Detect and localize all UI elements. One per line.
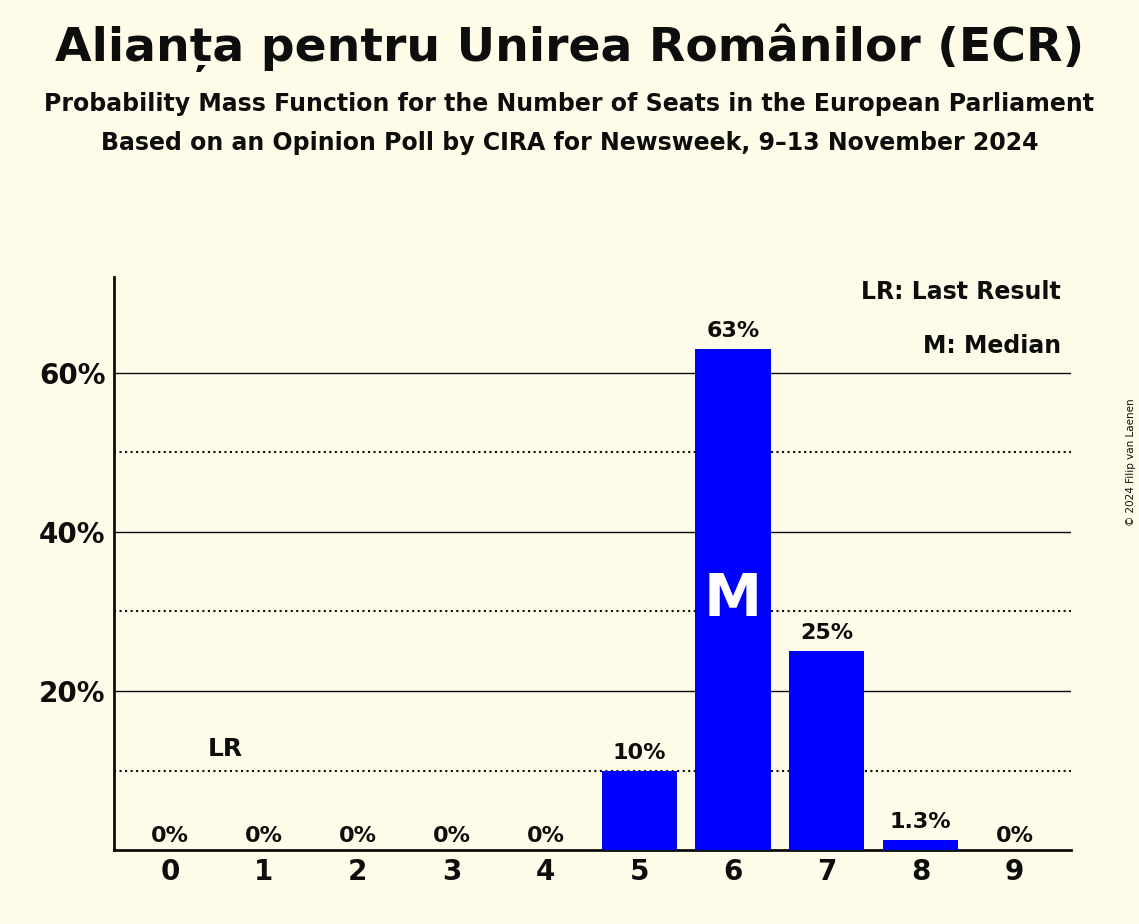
Bar: [883, 840, 958, 850]
Bar: [789, 651, 865, 850]
Text: 0%: 0%: [245, 826, 282, 846]
Text: M: M: [704, 571, 762, 628]
Text: LR: LR: [207, 737, 243, 761]
Bar: [696, 349, 770, 850]
Text: 25%: 25%: [801, 623, 853, 643]
Text: 10%: 10%: [613, 743, 666, 762]
Bar: [601, 771, 677, 850]
Text: 0%: 0%: [433, 826, 470, 846]
Text: 0%: 0%: [526, 826, 565, 846]
Text: 63%: 63%: [706, 321, 760, 341]
Text: 0%: 0%: [995, 826, 1033, 846]
Text: 1.3%: 1.3%: [890, 812, 951, 832]
Text: Probability Mass Function for the Number of Seats in the European Parliament: Probability Mass Function for the Number…: [44, 92, 1095, 116]
Text: M: Median: M: Median: [923, 334, 1062, 359]
Text: Alianța pentru Unirea Românilor (ECR): Alianța pentru Unirea Românilor (ECR): [55, 23, 1084, 71]
Text: © 2024 Filip van Laenen: © 2024 Filip van Laenen: [1126, 398, 1136, 526]
Text: Based on an Opinion Poll by CIRA for Newsweek, 9–13 November 2024: Based on an Opinion Poll by CIRA for New…: [100, 131, 1039, 155]
Text: LR: Last Result: LR: Last Result: [861, 280, 1062, 304]
Text: 0%: 0%: [151, 826, 189, 846]
Text: 0%: 0%: [338, 826, 377, 846]
